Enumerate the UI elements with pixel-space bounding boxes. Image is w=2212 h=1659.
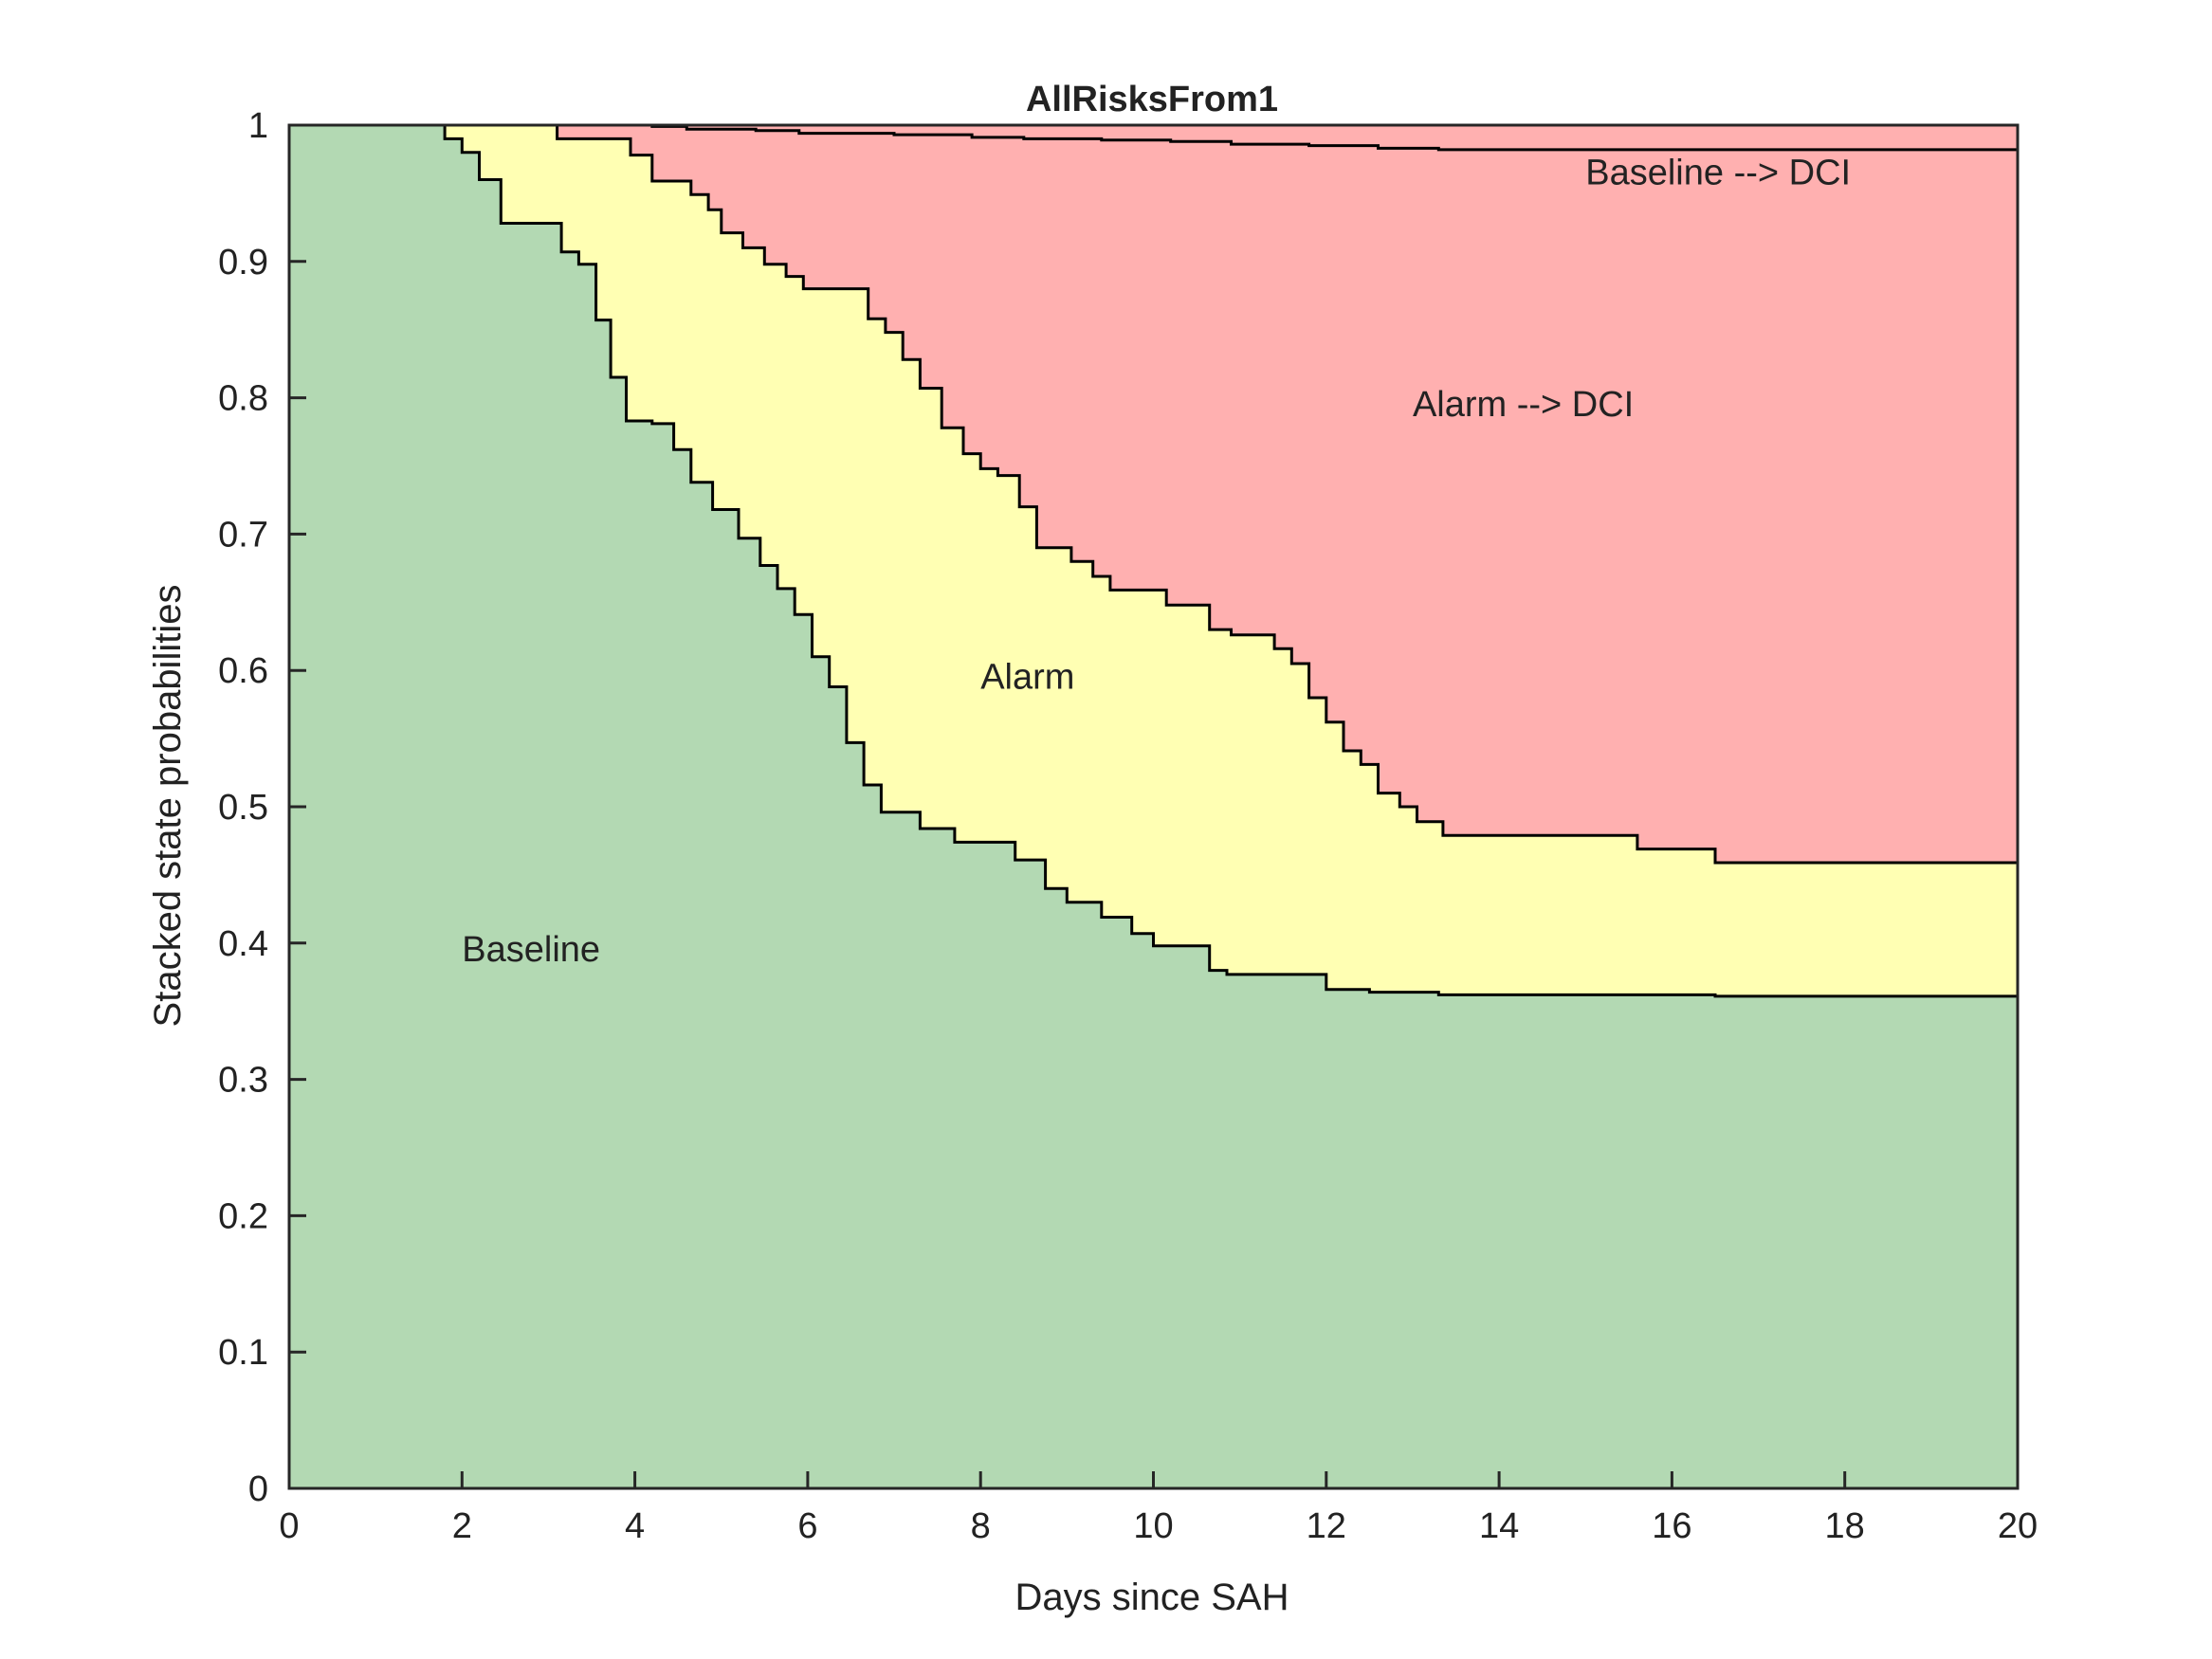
y-axis-ticks: 0 0.1 0.2 0.3 0.4 0.5 0.6 0.7 0.8 0.9 1 — [218, 106, 306, 1509]
area-label-alarm-dci: Alarm --> DCI — [1413, 385, 1634, 425]
area-alarm-dci — [289, 125, 2018, 863]
boundary-alarm — [289, 123, 2018, 865]
y-tick-label: 0 — [248, 1469, 268, 1509]
state-boundary-lines — [289, 123, 2018, 998]
x-tick-label: 12 — [1307, 1506, 1346, 1546]
x-tick-label: 16 — [1652, 1506, 1691, 1546]
x-tick-label: 18 — [1825, 1506, 1865, 1546]
x-tick-label: 6 — [797, 1506, 817, 1546]
y-tick-label: 0.1 — [218, 1333, 268, 1373]
chart-title: AllRisksFrom1 — [1026, 80, 1278, 119]
x-tick-label: 8 — [971, 1506, 991, 1546]
x-tick-label: 2 — [452, 1506, 472, 1546]
area-label-alarm: Alarm — [980, 657, 1074, 697]
y-tick-label: 0.2 — [218, 1196, 268, 1236]
x-tick-label: 4 — [625, 1506, 645, 1546]
y-tick-label: 0.5 — [218, 788, 268, 828]
y-axis-label: Stacked state probabilities — [147, 585, 189, 1028]
area-alarm — [289, 125, 2018, 996]
area-labels: Baseline Alarm Alarm --> DCI Baseline --> D… — [462, 153, 1851, 970]
x-tick-label: 10 — [1133, 1506, 1173, 1546]
area-label-baseline-dci: Baseline --> DCI — [1585, 153, 1851, 192]
x-tick-label: 20 — [1998, 1506, 2038, 1546]
area-baseline-dci — [289, 125, 2018, 150]
x-tick-label: 0 — [279, 1506, 299, 1546]
area-baseline — [289, 125, 2018, 1488]
y-tick-label: 0.4 — [218, 924, 268, 964]
y-tick-label: 0.6 — [218, 651, 268, 691]
x-axis-label: Days since SAH — [1015, 1577, 1289, 1618]
stacked-areas — [289, 125, 2018, 1488]
y-tick-label: 0.8 — [218, 379, 268, 419]
boundary-alarm-dci — [289, 123, 2018, 152]
area-label-baseline: Baseline — [462, 930, 600, 970]
y-tick-label: 1 — [248, 106, 268, 146]
y-tick-label: 0.3 — [218, 1061, 268, 1101]
x-axis-ticks: 0 2 4 6 8 10 12 14 16 18 20 — [279, 1471, 2038, 1546]
y-tick-label: 0.7 — [218, 515, 268, 555]
y-tick-label: 0.9 — [218, 243, 268, 283]
x-tick-label: 14 — [1479, 1506, 1519, 1546]
boundary-baseline — [289, 123, 2018, 998]
